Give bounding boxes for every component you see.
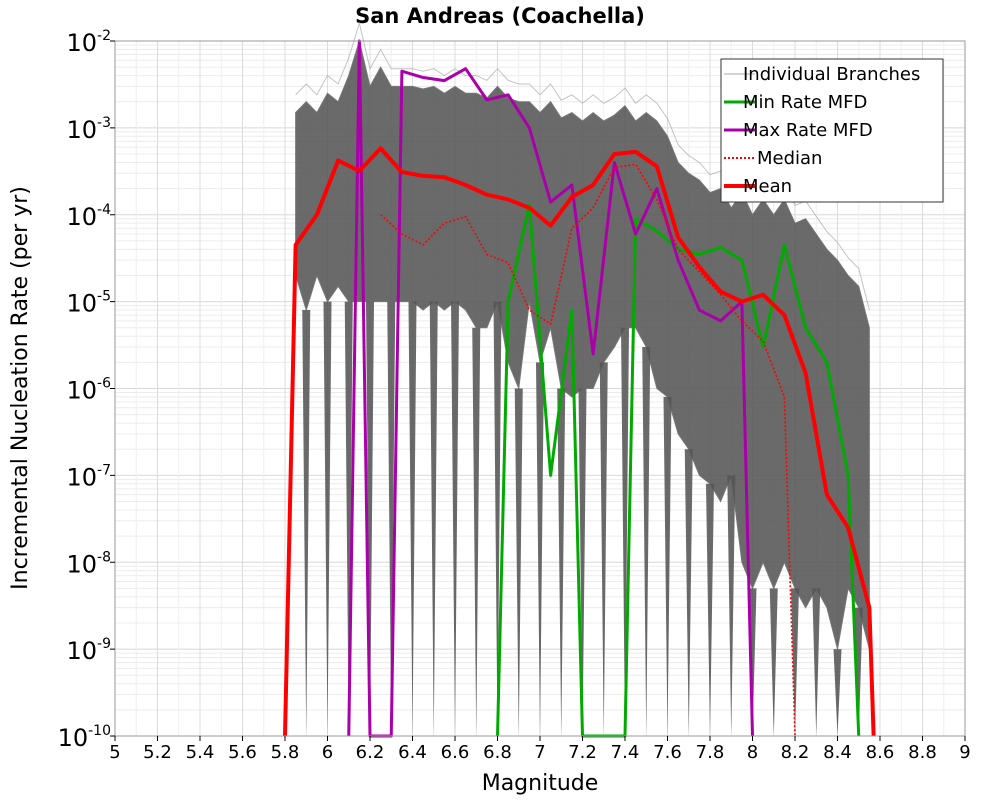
x-tick-label: 5.4 (186, 742, 215, 763)
branch-spike (429, 301, 438, 736)
x-tick-label: 6 (322, 742, 333, 763)
x-tick-label: 7.4 (611, 742, 640, 763)
branch-spike (727, 475, 736, 736)
series-line-min-rate-mfd (496, 203, 861, 738)
branch-spike (812, 588, 821, 736)
y-tick-label: 10-9 (66, 636, 111, 665)
branch-spike (387, 301, 396, 736)
branch-spike (451, 301, 459, 736)
x-tick-label: 7.6 (653, 742, 682, 763)
series-lines (283, 39, 876, 738)
x-tick-label: 6.2 (356, 742, 385, 763)
legend-label: Individual Branches (743, 64, 920, 85)
branch-spike (323, 301, 332, 736)
legend-label: Max Rate MFD (743, 120, 873, 141)
y-tick-label: 10-4 (66, 202, 111, 231)
branch-spike (706, 483, 714, 736)
branch-spike (791, 588, 799, 736)
branch-spike (366, 301, 374, 736)
series-line-max-rate-mfd (347, 39, 754, 738)
legend: Individual Branches Min Rate MFD Max Rate … (720, 58, 944, 203)
x-tick-label: 7.2 (568, 742, 597, 763)
branch-spike (621, 327, 629, 736)
series-line-median (380, 163, 796, 737)
chart-title: San Andreas (Coachella) (355, 4, 645, 28)
x-tick-label: 6.6 (441, 742, 470, 763)
branch-spike (854, 607, 863, 736)
y-tick-label: 10-3 (66, 115, 111, 144)
branch-spike (344, 301, 353, 736)
legend-label: Min Rate MFD (743, 92, 867, 113)
y-tick-label: 10-5 (66, 289, 111, 318)
branch-spike (536, 362, 544, 736)
x-tick-label: 5.2 (143, 742, 172, 763)
branch-spike (684, 449, 693, 736)
branch-spike (493, 301, 502, 736)
x-tick-label: 6.8 (483, 742, 512, 763)
branch-spike (408, 301, 417, 736)
branch-spike (769, 588, 778, 736)
legend-label: Mean (743, 176, 792, 197)
x-axis-ticks: 5 5.2 5.4 5.6 5.8 6 6.2 6.4 6.6 6.8 7 7.2 7.4 7.6 7.8 8… (109, 736, 971, 763)
branch-spike (557, 388, 566, 736)
legend-label: Median (757, 148, 822, 169)
x-tick-label: 8.8 (908, 742, 937, 763)
y-tick-label: 10-6 (66, 376, 111, 405)
x-tick-label: 9 (959, 742, 970, 763)
y-tick-label: 10-7 (66, 462, 111, 491)
branch-spike (472, 327, 481, 736)
y-tick-label: 10-2 (66, 28, 111, 57)
x-tick-label: 5.8 (271, 742, 300, 763)
individual-branches-band (295, 21, 870, 736)
branch-spike (663, 396, 672, 736)
x-tick-label: 5 (109, 742, 120, 763)
series-line-mean (283, 146, 876, 737)
x-tick-label: 8 (747, 742, 758, 763)
x-tick-label: 7 (534, 742, 545, 763)
x-tick-label: 5.6 (228, 742, 257, 763)
y-tick-label: 10-8 (66, 549, 111, 578)
x-tick-label: 8.6 (866, 742, 895, 763)
x-tick-label: 6.4 (398, 742, 427, 763)
branch-spike (302, 310, 311, 736)
legend-box (720, 58, 944, 203)
branch-spike (642, 347, 651, 736)
y-tick-label: 10-10 (58, 723, 111, 752)
branch-spike (514, 388, 523, 736)
x-tick-label: 8.4 (823, 742, 852, 763)
x-tick-label: 8.2 (781, 742, 810, 763)
y-axis-label: Incremental Nucleation Rate (per yr) (8, 186, 33, 590)
x-axis-label: Magnitude (482, 771, 599, 796)
x-tick-label: 7.8 (696, 742, 725, 763)
branch-spike (833, 649, 842, 736)
branch-spike (599, 362, 608, 736)
y-axis-ticks: 10-2 10-3 10-4 10-5 10-6 10-7 10-8 10-9 10-10 (58, 28, 115, 752)
branch-spike (578, 388, 587, 736)
